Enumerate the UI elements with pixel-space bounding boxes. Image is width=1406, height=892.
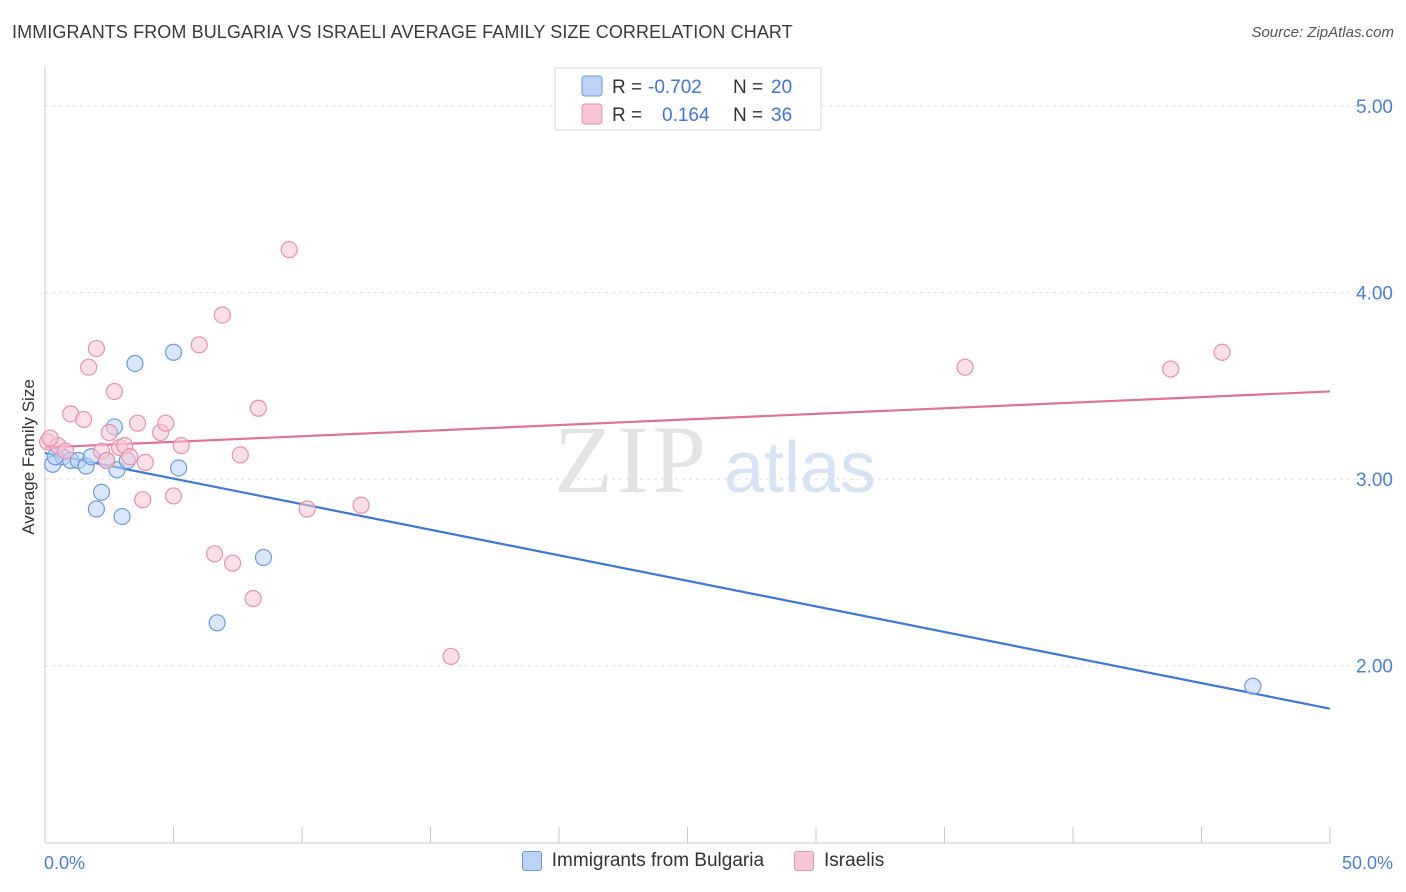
point-israelis-28 — [280, 241, 298, 259]
y-tick-label-1: 3.00 — [1356, 470, 1393, 491]
legend-swatch-blue — [581, 75, 603, 97]
gridlines — [45, 105, 1395, 667]
point-israelis-32 — [956, 358, 974, 376]
y-tick-label-0: 2.00 — [1356, 657, 1393, 678]
legend-item-bulgaria[interactable]: Immigrants from Bulgaria — [521, 850, 765, 872]
legend-r-label-2: R = — [612, 105, 642, 126]
legend-n-value-2: 36 — [771, 105, 792, 126]
point-israelis-24 — [224, 554, 242, 572]
trend-line-israelis — [44, 390, 1331, 449]
point-bulgaria-6 — [87, 500, 106, 518]
top-legend: R = -0.702 N = 20 R = 0.164 N = 36 — [554, 67, 822, 131]
point-israelis-9 — [100, 423, 118, 442]
point-israelis-34 — [1213, 343, 1231, 361]
chart-title: IMMIGRANTS FROM BULGARIA VS ISRAELI AVER… — [12, 22, 793, 42]
x-tick-label-1: 50.0% — [1342, 853, 1393, 873]
point-bulgaria-14 — [164, 343, 183, 361]
legend-n-label-2: N = — [733, 105, 763, 126]
tick-labels: 2.00 3.00 4.00 5.00 0.0% 50.0% — [44, 97, 1393, 873]
source-label: Source: ZipAtlas.com — [1251, 24, 1394, 41]
point-israelis-6 — [87, 339, 106, 358]
point-israelis-8 — [98, 451, 116, 470]
trend-line-bulgaria — [44, 451, 1331, 710]
legend-swatch-israelis — [794, 851, 815, 871]
watermark-atlas: atlas — [724, 428, 876, 508]
point-bulgaria-15 — [170, 459, 188, 477]
axes — [44, 66, 1331, 844]
point-israelis-5 — [80, 358, 98, 376]
point-israelis-31 — [442, 647, 460, 666]
point-israelis-23 — [213, 306, 231, 324]
legend-swatch-bulgaria — [521, 851, 542, 871]
legend-r-value-1: -0.702 — [648, 77, 702, 98]
legend-r-value-2: 0.164 — [662, 105, 710, 126]
point-israelis-30 — [352, 496, 370, 514]
point-israelis-22 — [206, 545, 224, 563]
legend-label-bulgaria: Immigrants from Bulgaria — [551, 850, 765, 871]
point-bulgaria-13 — [126, 354, 144, 373]
point-israelis-10 — [105, 382, 123, 401]
x-tick-label-0: 0.0% — [44, 853, 85, 873]
point-israelis-27 — [249, 399, 267, 417]
legend-n-label-1: N = — [733, 77, 763, 98]
trend-lines — [44, 390, 1331, 710]
point-bulgaria-17 — [254, 548, 273, 567]
point-israelis-4 — [74, 410, 93, 429]
point-israelis-2 — [56, 442, 75, 460]
point-israelis-20 — [172, 436, 190, 455]
data-points — [38, 241, 1262, 695]
legend-r-label-1: R = — [612, 77, 642, 98]
point-israelis-35 — [41, 429, 59, 447]
legend-n-value-1: 20 — [771, 77, 792, 98]
watermark: ZIP atlas — [554, 406, 876, 513]
point-bulgaria-16 — [208, 614, 226, 632]
point-israelis-29 — [298, 500, 316, 518]
point-israelis-25 — [231, 446, 249, 464]
bottom-legend: Immigrants from Bulgaria Israelis — [0, 850, 1406, 872]
point-bulgaria-7 — [92, 483, 111, 501]
point-israelis-15 — [134, 491, 152, 509]
y-tick-label-2: 4.00 — [1356, 284, 1393, 305]
legend-label-israelis: Israelis — [824, 850, 885, 871]
point-bulgaria-18 — [1244, 677, 1262, 695]
point-israelis-19 — [164, 487, 183, 505]
point-israelis-16 — [136, 453, 154, 471]
point-israelis-14 — [128, 414, 147, 432]
point-israelis-18 — [157, 414, 175, 432]
point-bulgaria-11 — [113, 507, 131, 526]
point-israelis-13 — [121, 448, 139, 466]
point-israelis-26 — [244, 589, 262, 608]
y-axis-title: Average Family Size — [19, 379, 38, 535]
point-israelis-33 — [1162, 360, 1180, 378]
point-israelis-21 — [190, 336, 208, 354]
legend-item-israelis[interactable]: Israelis — [794, 850, 884, 872]
legend-swatch-pink — [581, 103, 603, 125]
y-tick-label-3: 5.00 — [1356, 97, 1393, 118]
